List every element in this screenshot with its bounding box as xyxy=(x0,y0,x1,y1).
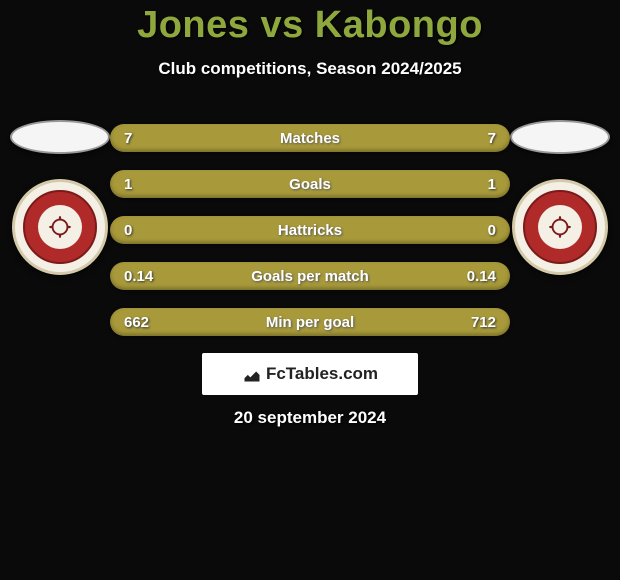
chart-icon xyxy=(242,364,262,384)
stat-row-goals: 1 Goals 1 xyxy=(110,170,510,198)
club-badge-ring xyxy=(23,190,97,264)
stat-row-min-per-goal: 662 Min per goal 712 xyxy=(110,308,510,336)
stat-right-value: 0.14 xyxy=(467,268,496,285)
stat-label: Matches xyxy=(280,130,340,147)
stat-row-hattricks: 0 Hattricks 0 xyxy=(110,216,510,244)
archer-icon xyxy=(538,205,582,249)
club-badge-ring xyxy=(523,190,597,264)
stat-label: Goals xyxy=(289,176,331,193)
attribution-badge: FcTables.com xyxy=(202,353,418,395)
date-text: 20 september 2024 xyxy=(0,408,620,428)
player-right-club-badge xyxy=(512,179,608,275)
right-column xyxy=(510,120,610,275)
comparison-card: Jones vs Kabongo Club competitions, Seas… xyxy=(0,0,620,580)
stat-row-goals-per-match: 0.14 Goals per match 0.14 xyxy=(110,262,510,290)
stat-left-value: 1 xyxy=(124,176,132,193)
player-right-avatar-placeholder xyxy=(510,120,610,154)
stat-row-matches: 7 Matches 7 xyxy=(110,124,510,152)
stat-right-value: 1 xyxy=(488,176,496,193)
stat-left-value: 662 xyxy=(124,314,149,331)
attribution-text: FcTables.com xyxy=(266,364,378,384)
stat-label: Goals per match xyxy=(251,268,369,285)
stat-label: Hattricks xyxy=(278,222,342,239)
stat-label: Min per goal xyxy=(266,314,354,331)
subtitle: Club competitions, Season 2024/2025 xyxy=(0,59,620,79)
stat-left-value: 0 xyxy=(124,222,132,239)
stat-left-value: 0.14 xyxy=(124,268,153,285)
archer-icon xyxy=(38,205,82,249)
player-left-club-badge xyxy=(12,179,108,275)
page-title: Jones vs Kabongo xyxy=(0,0,620,47)
stat-left-value: 7 xyxy=(124,130,132,147)
left-column xyxy=(10,120,110,275)
stat-right-value: 712 xyxy=(471,314,496,331)
stat-right-value: 7 xyxy=(488,130,496,147)
stat-right-value: 0 xyxy=(488,222,496,239)
player-left-avatar-placeholder xyxy=(10,120,110,154)
stats-bars: 7 Matches 7 1 Goals 1 0 Hattricks 0 0.14… xyxy=(110,124,510,336)
